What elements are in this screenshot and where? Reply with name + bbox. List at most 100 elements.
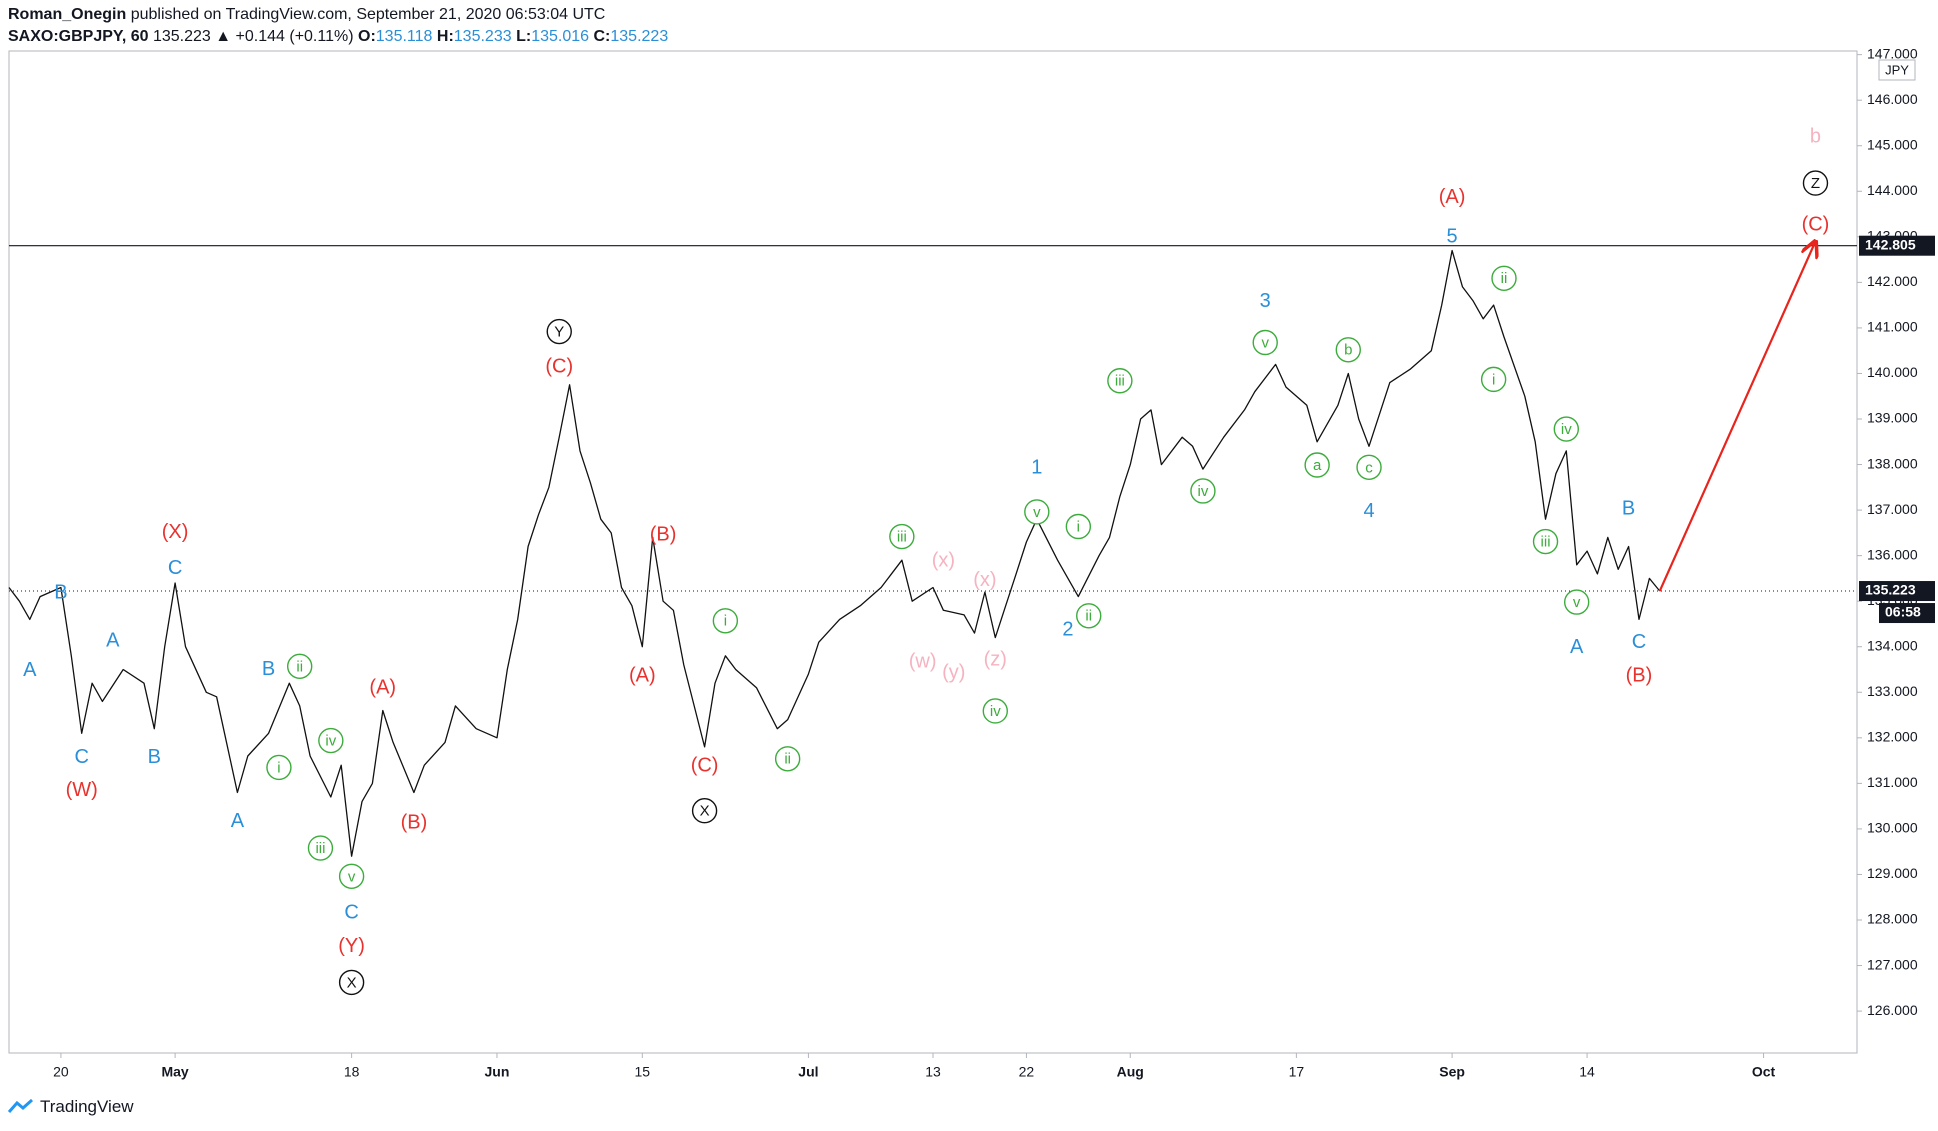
wave-label: iv [325, 733, 336, 750]
author: Roman_Onegin [8, 6, 127, 23]
price-line [8, 249, 1661, 857]
wave-label: a [1313, 457, 1322, 474]
x-tick-label: 17 [1289, 1064, 1305, 1080]
level-label: 142.805 [1865, 236, 1916, 252]
footer: TradingView [8, 1097, 134, 1117]
y-tick-label: 134.000 [1867, 637, 1918, 653]
wave-label: Y [554, 324, 564, 341]
header: Roman_Onegin published on TradingView.co… [8, 4, 668, 48]
currency-badge: JPY [1878, 59, 1916, 81]
wave-circle [338, 969, 365, 996]
wave-label: B [148, 746, 161, 768]
wave-label: ii [296, 658, 303, 675]
wave-circle [1356, 454, 1382, 480]
wave-label: C [344, 902, 358, 924]
wave-circle [1553, 416, 1580, 442]
wave-circle [1076, 603, 1102, 629]
wave-label: (B) [650, 524, 677, 546]
price: 135.223 [152, 28, 211, 45]
y-tick-label: 132.000 [1867, 729, 1918, 745]
wave-label: iii [1115, 373, 1125, 390]
wave-label: C [74, 746, 88, 768]
wave-label: v [348, 868, 356, 885]
x-tick-label: Oct [1752, 1064, 1776, 1080]
ohlc-label: L: [516, 28, 532, 45]
wave-label: B [1622, 498, 1635, 520]
x-tick-label: 14 [1579, 1064, 1595, 1080]
wave-label: (C) [1802, 213, 1830, 235]
wave-label: 2 [1062, 619, 1073, 641]
wave-label: (x) [932, 549, 955, 571]
ohlc-label: H: [436, 28, 454, 45]
y-tick-label: 146.000 [1867, 91, 1918, 107]
published: published on TradingView.com, September … [130, 6, 606, 23]
wave-label: 1 [1031, 457, 1042, 479]
wave-circle [286, 653, 313, 680]
x-tick-label: Jul [798, 1064, 818, 1080]
x-tick-label: 20 [53, 1064, 69, 1080]
wave-label: v [1573, 594, 1581, 611]
level-box [1859, 235, 1935, 256]
y-tick-label: 138.000 [1867, 455, 1918, 471]
wave-circle [1065, 513, 1092, 540]
wave-label: A [1570, 636, 1584, 658]
wave-circle [1335, 337, 1361, 363]
ohlc-value: 135.233 [453, 28, 512, 45]
wave-circle [712, 608, 739, 634]
y-tick-label: 126.000 [1867, 1002, 1918, 1018]
wave-circle [266, 754, 292, 781]
y-tick-label: 137.000 [1867, 501, 1918, 517]
wave-circle [691, 797, 718, 824]
wave-circle [889, 523, 915, 550]
wave-label: i [1492, 371, 1495, 388]
y-tick-label: 136.000 [1867, 546, 1918, 562]
wave-label: (B) [401, 811, 428, 833]
y-tick-label: 145.000 [1867, 136, 1918, 152]
wave-label: B [54, 581, 67, 603]
wave-label: 4 [1363, 500, 1374, 522]
wave-circle [546, 318, 572, 345]
currency: JPY [1885, 62, 1909, 77]
last-price-label: 135.223 [1865, 582, 1916, 598]
wave-label: (A) [629, 664, 656, 686]
wave-label: iii [315, 840, 325, 857]
wave-label: C [1632, 631, 1646, 653]
wave-circle [1107, 368, 1133, 394]
ohlc-value: 135.118 [375, 28, 433, 45]
wave-circle [318, 727, 344, 754]
wave-label: v [1033, 504, 1041, 521]
wave-circle [307, 835, 334, 861]
wave-circle [1252, 329, 1278, 356]
wave-label: (w) [909, 651, 937, 673]
x-tick-label: 22 [1019, 1064, 1035, 1080]
y-tick-label: 147.000 [1867, 45, 1918, 61]
wave-label: (x) [973, 569, 996, 591]
wave-label: i [277, 759, 280, 776]
wave-label: ii [784, 751, 791, 768]
wave-circle [1480, 366, 1507, 393]
change: ▲ +0.144 (+0.11%) [215, 28, 354, 45]
wave-label: b [1344, 342, 1352, 359]
y-tick-label: 139.000 [1867, 410, 1918, 426]
wave-label: i [724, 613, 727, 630]
y-tick-label: 140.000 [1867, 364, 1918, 380]
y-tick-label: 142.000 [1867, 273, 1918, 289]
wave-label: (C) [691, 754, 719, 776]
wave-label: iv [1198, 483, 1209, 500]
wave-circle [1491, 265, 1517, 291]
wave-label: ii [1501, 270, 1508, 287]
brand: TradingView [40, 1097, 134, 1116]
wave-circle [1304, 452, 1330, 478]
wave-circle [1190, 478, 1216, 504]
wave-circle [1802, 170, 1829, 196]
x-tick-label: May [161, 1064, 188, 1080]
wave-label: iv [1561, 421, 1572, 438]
projection-arrow [1658, 241, 1816, 592]
symbol: SAXO:GBPJPY, 60 [8, 28, 149, 45]
symbol-line: SAXO:GBPJPY, 60 135.223 ▲ +0.144 (+0.11%… [8, 26, 668, 48]
wave-label: iii [1541, 533, 1551, 550]
wave-label: B [262, 658, 275, 680]
ohlc-label: C: [593, 28, 611, 45]
